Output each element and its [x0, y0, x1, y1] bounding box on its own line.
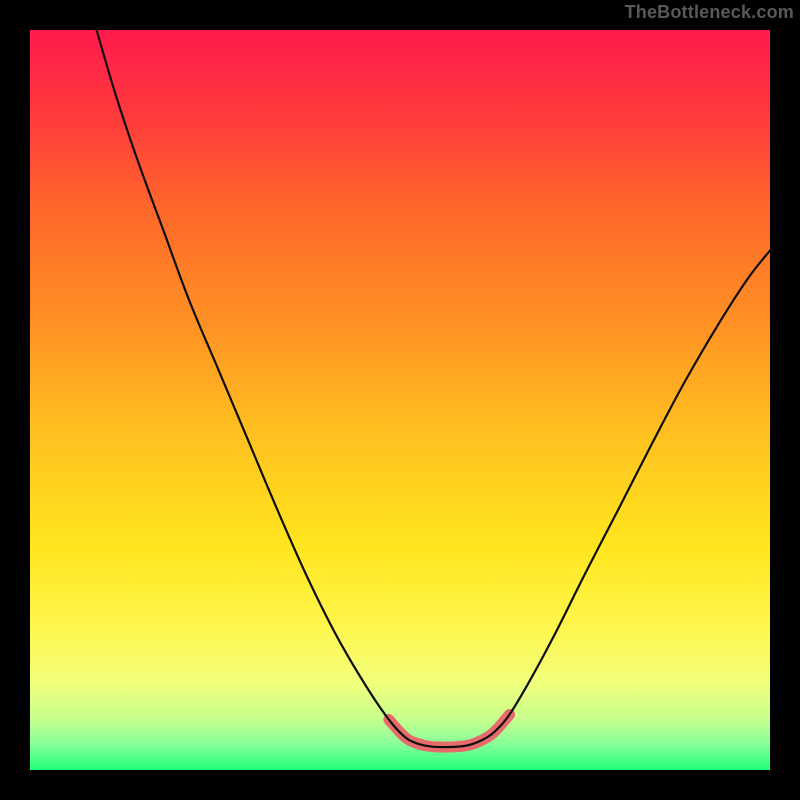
chart-svg — [0, 0, 800, 800]
watermark-text: TheBottleneck.com — [625, 2, 794, 23]
chart-stage: TheBottleneck.com — [0, 0, 800, 800]
plot-background — [30, 30, 770, 770]
